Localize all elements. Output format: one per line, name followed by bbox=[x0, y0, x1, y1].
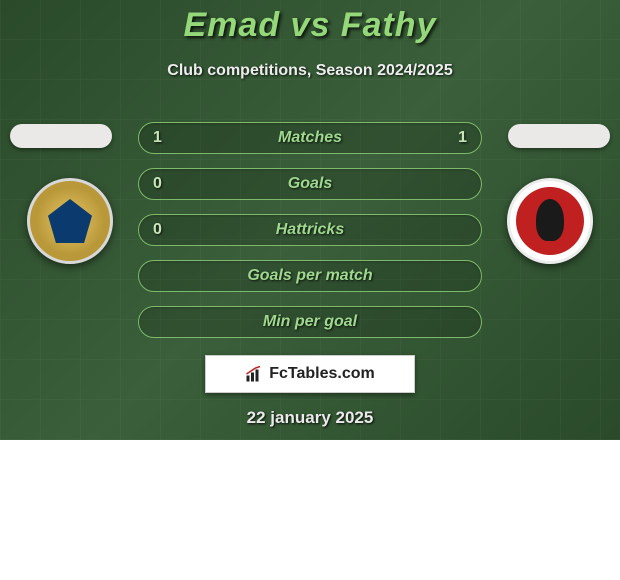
player-left-pill bbox=[10, 124, 112, 148]
stat-row: Hattricks 0 bbox=[138, 214, 482, 246]
club-crest-right bbox=[507, 178, 593, 264]
stat-row: Matches 1 1 bbox=[138, 122, 482, 154]
subtitle: Club competitions, Season 2024/2025 bbox=[0, 62, 620, 80]
stat-row: Goals 0 bbox=[138, 168, 482, 200]
player-right-pill bbox=[508, 124, 610, 148]
page-title: Emad vs Fathy bbox=[0, 6, 620, 45]
brand-box[interactable]: FcTables.com bbox=[205, 355, 415, 393]
stat-label: Matches bbox=[278, 129, 342, 147]
stat-label: Goals bbox=[288, 175, 332, 193]
stat-label: Goals per match bbox=[247, 267, 372, 285]
stat-label: Hattricks bbox=[276, 221, 344, 239]
stat-label: Min per goal bbox=[263, 313, 357, 331]
stat-value-right: 1 bbox=[458, 129, 467, 147]
stat-value-left: 0 bbox=[153, 221, 162, 239]
club-crest-left bbox=[27, 178, 113, 264]
stat-row: Goals per match bbox=[138, 260, 482, 292]
stat-value-left: 0 bbox=[153, 175, 162, 193]
lower-white-area bbox=[0, 440, 620, 580]
brand-text: FcTables.com bbox=[269, 365, 375, 383]
stat-value-left: 1 bbox=[153, 129, 162, 147]
date-text: 22 january 2025 bbox=[0, 408, 620, 428]
chart-icon bbox=[245, 365, 263, 383]
stat-row: Min per goal bbox=[138, 306, 482, 338]
